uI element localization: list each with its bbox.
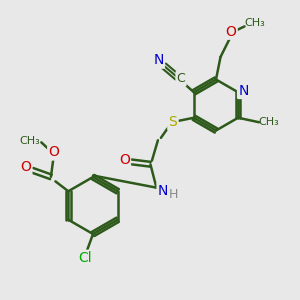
Text: N: N bbox=[158, 184, 168, 198]
Text: O: O bbox=[226, 25, 236, 38]
Text: Cl: Cl bbox=[78, 251, 92, 265]
Text: O: O bbox=[119, 153, 130, 167]
Text: S: S bbox=[169, 115, 177, 129]
Text: CH₃: CH₃ bbox=[258, 117, 279, 127]
Text: N: N bbox=[153, 53, 164, 68]
Text: N: N bbox=[238, 84, 249, 98]
Text: C: C bbox=[177, 72, 185, 85]
Text: O: O bbox=[20, 160, 31, 174]
Text: H: H bbox=[169, 188, 178, 201]
Text: CH₃: CH₃ bbox=[19, 136, 40, 146]
Text: CH₃: CH₃ bbox=[244, 18, 265, 28]
Text: O: O bbox=[49, 145, 59, 159]
